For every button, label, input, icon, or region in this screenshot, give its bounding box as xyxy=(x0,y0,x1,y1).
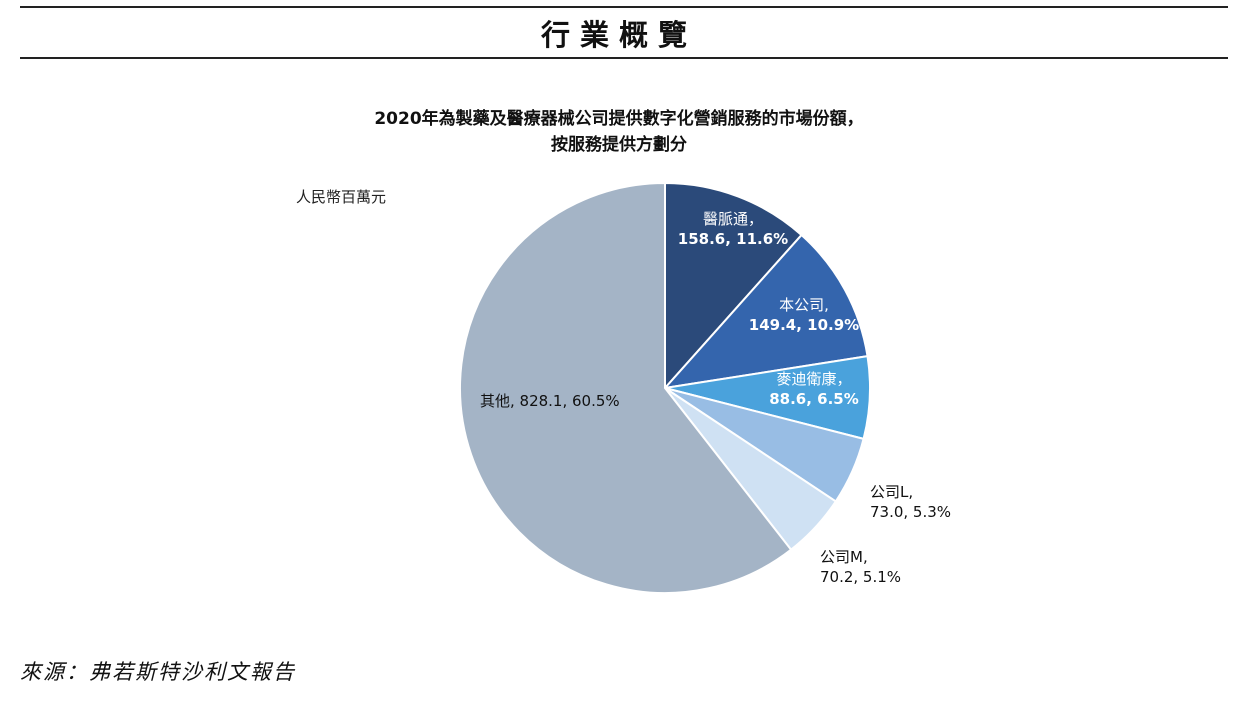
slice-value: 73.0, 5.3% xyxy=(870,503,951,521)
source-note: 來源：弗若斯特沙利文報告 xyxy=(20,660,296,684)
slice-label: 公司M, 70.2, 5.1% xyxy=(820,548,901,586)
slice-value: 70.2, 5.1% xyxy=(820,568,901,586)
slice-label: 醫脈通， 158.6, 11.6% xyxy=(678,210,788,248)
slice-label: 本公司, 149.4, 10.9% xyxy=(749,296,859,334)
pie-slice xyxy=(459,181,793,594)
top-rule xyxy=(20,6,1228,8)
slice-label-text: 其他, 828.1, 60.5% xyxy=(480,392,620,410)
slice-label: 其他, 828.1, 60.5% xyxy=(480,392,620,410)
chart-subtitle: 按服務提供方劃分 xyxy=(551,135,687,155)
slice-name: 公司M, xyxy=(820,548,868,566)
slice-name: 本公司, xyxy=(779,296,829,314)
slice-label: 麥迪衛康， 88.6, 6.5% xyxy=(769,370,859,408)
unit-label: 人民幣百萬元 xyxy=(296,188,387,206)
bottom-rule xyxy=(20,57,1228,59)
pie-slice xyxy=(662,233,869,390)
chart-title: 2020年為製藥及醫療器械公司提供數字化營銷服務的市場份額， xyxy=(374,109,864,129)
slice-value: 88.6, 6.5% xyxy=(769,390,859,408)
slice-name: 醫脈通， xyxy=(703,210,763,228)
slice-name: 公司L, xyxy=(870,483,913,501)
slice-value: 149.4, 10.9% xyxy=(749,316,859,334)
slice-value: 158.6, 11.6% xyxy=(678,230,788,248)
pie-slice xyxy=(664,181,803,391)
slice-name: 麥迪衛康， xyxy=(776,370,851,388)
slice-label: 公司L, 73.0, 5.3% xyxy=(870,483,951,521)
section-title: 行業概覽 xyxy=(540,18,697,52)
